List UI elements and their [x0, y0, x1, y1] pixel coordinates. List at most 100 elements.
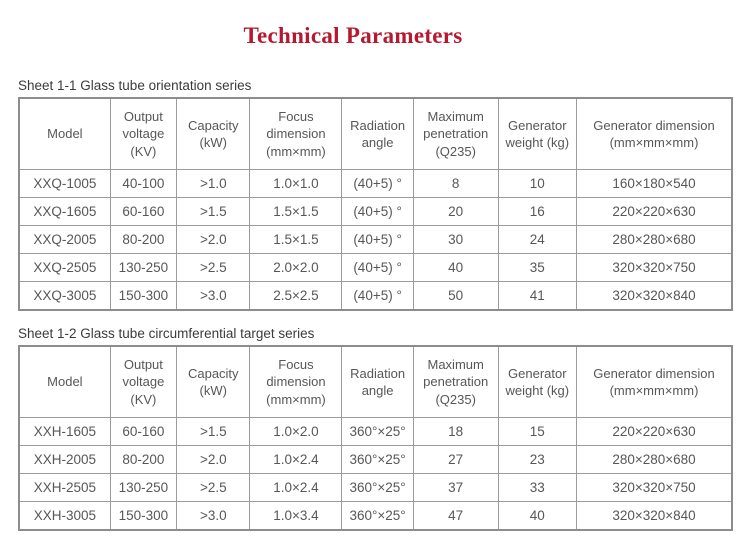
cell-output-voltage: 80-200	[109, 445, 178, 474]
cell-capacity: >2.0	[176, 225, 251, 254]
col-header-model: Model	[18, 345, 111, 418]
cell-radiation-angle: 360°×25°	[341, 417, 414, 446]
cell-focus-dimension: 2.0×2.0	[249, 253, 343, 282]
cell-output-voltage: 80-200	[109, 225, 178, 254]
cell-capacity: >2.0	[176, 445, 251, 474]
cell-max-penetration: 37	[412, 473, 499, 502]
table-row: XXH-2505 130-250 >2.5 1.0×2.4 360°×25° 3…	[18, 473, 733, 502]
cell-focus-dimension: 1.0×2.4	[249, 473, 343, 502]
sheet-1-2-caption: Sheet 1-2 Glass tube circumferential tar…	[18, 326, 315, 341]
cell-max-penetration: 8	[412, 169, 499, 198]
cell-generator-dimension: 220×220×630	[576, 417, 733, 446]
cell-output-voltage: 40-100	[109, 169, 178, 198]
cell-max-penetration: 18	[412, 417, 499, 446]
cell-generator-weight: 40	[497, 501, 578, 531]
cell-focus-dimension: 1.0×2.4	[249, 445, 343, 474]
cell-radiation-angle: (40+5) °	[341, 253, 414, 282]
cell-max-penetration: 30	[412, 225, 499, 254]
cell-model: XXH-2005	[18, 445, 111, 474]
col-header-generator-dimension: Generator dimension (mm×mm×mm)	[576, 345, 733, 418]
cell-capacity: >3.0	[176, 501, 251, 531]
cell-generator-dimension: 220×220×630	[576, 197, 733, 226]
cell-focus-dimension: 1.0×1.0	[249, 169, 343, 198]
cell-generator-weight: 23	[497, 445, 578, 474]
table-row: XXQ-2505 130-250 >2.5 2.0×2.0 (40+5) ° 4…	[18, 253, 733, 282]
cell-model: XXQ-2505	[18, 253, 111, 282]
glass-tube-orientation-series-table: Model Output voltage (KV) Capacity (kW) …	[18, 97, 733, 311]
cell-radiation-angle: (40+5) °	[341, 225, 414, 254]
table-row: XXQ-1605 60-160 >1.5 1.5×1.5 (40+5) ° 20…	[18, 197, 733, 226]
table-header-row: Model Output voltage (KV) Capacity (kW) …	[18, 345, 733, 418]
cell-radiation-angle: 360°×25°	[341, 473, 414, 502]
col-header-output-voltage: Output voltage (KV)	[109, 345, 178, 418]
table-row: XXQ-2005 80-200 >2.0 1.5×1.5 (40+5) ° 30…	[18, 225, 733, 254]
cell-radiation-angle: 360°×25°	[341, 501, 414, 531]
cell-capacity: >1.5	[176, 417, 251, 446]
cell-generator-dimension: 280×280×680	[576, 445, 733, 474]
cell-max-penetration: 47	[412, 501, 499, 531]
cell-output-voltage: 130-250	[109, 473, 178, 502]
table-row: XXQ-3005 150-300 >3.0 2.5×2.5 (40+5) ° 5…	[18, 281, 733, 311]
cell-generator-dimension: 320×320×750	[576, 253, 733, 282]
cell-generator-weight: 24	[497, 225, 578, 254]
cell-capacity: >2.5	[176, 473, 251, 502]
cell-focus-dimension: 1.5×1.5	[249, 197, 343, 226]
cell-generator-weight: 10	[497, 169, 578, 198]
col-header-model: Model	[18, 97, 111, 170]
cell-radiation-angle: 360°×25°	[341, 445, 414, 474]
col-header-generator-dimension: Generator dimension (mm×mm×mm)	[576, 97, 733, 170]
cell-generator-dimension: 320×320×750	[576, 473, 733, 502]
cell-focus-dimension: 1.0×3.4	[249, 501, 343, 531]
cell-model: XXQ-1605	[18, 197, 111, 226]
cell-capacity: >1.5	[176, 197, 251, 226]
cell-model: XXQ-3005	[18, 281, 111, 311]
col-header-max-penetration: Maximum penetration (Q235)	[412, 97, 499, 170]
cell-focus-dimension: 2.5×2.5	[249, 281, 343, 311]
table-row: XXH-2005 80-200 >2.0 1.0×2.4 360°×25° 27…	[18, 445, 733, 474]
cell-generator-weight: 15	[497, 417, 578, 446]
cell-output-voltage: 150-300	[109, 281, 178, 311]
cell-model: XXH-3005	[18, 501, 111, 531]
table-header-row: Model Output voltage (KV) Capacity (kW) …	[18, 97, 733, 170]
sheet-1-1-caption: Sheet 1-1 Glass tube orientation series	[18, 78, 252, 93]
col-header-generator-weight: Generator weight (kg)	[497, 345, 578, 418]
cell-output-voltage: 60-160	[109, 417, 178, 446]
cell-capacity: >1.0	[176, 169, 251, 198]
cell-generator-dimension: 280×280×680	[576, 225, 733, 254]
cell-output-voltage: 130-250	[109, 253, 178, 282]
cell-generator-weight: 41	[497, 281, 578, 311]
cell-max-penetration: 20	[412, 197, 499, 226]
cell-model: XXH-2505	[18, 473, 111, 502]
col-header-generator-weight: Generator weight (kg)	[497, 97, 578, 170]
col-header-capacity: Capacity (kW)	[176, 345, 251, 418]
cell-radiation-angle: (40+5) °	[341, 281, 414, 311]
cell-output-voltage: 150-300	[109, 501, 178, 531]
table-row: XXH-1605 60-160 >1.5 1.0×2.0 360°×25° 18…	[18, 417, 733, 446]
col-header-focus-dimension: Focus dimension (mm×mm)	[249, 97, 343, 170]
glass-tube-circumferential-target-series-table: Model Output voltage (KV) Capacity (kW) …	[18, 345, 733, 531]
cell-radiation-angle: (40+5) °	[341, 197, 414, 226]
cell-capacity: >2.5	[176, 253, 251, 282]
cell-focus-dimension: 1.5×1.5	[249, 225, 343, 254]
page-title: Technical Parameters	[243, 23, 463, 48]
cell-max-penetration: 50	[412, 281, 499, 311]
cell-capacity: >3.0	[176, 281, 251, 311]
cell-generator-dimension: 320×320×840	[576, 281, 733, 311]
cell-focus-dimension: 1.0×2.0	[249, 417, 343, 446]
table-row: XXQ-1005 40-100 >1.0 1.0×1.0 (40+5) ° 8 …	[18, 169, 733, 198]
cell-model: XXQ-2005	[18, 225, 111, 254]
cell-output-voltage: 60-160	[109, 197, 178, 226]
col-header-radiation-angle: Radiation angle	[341, 97, 414, 170]
cell-generator-dimension: 160×180×540	[576, 169, 733, 198]
cell-generator-weight: 16	[497, 197, 578, 226]
cell-max-penetration: 27	[412, 445, 499, 474]
cell-generator-dimension: 320×320×840	[576, 501, 733, 531]
col-header-radiation-angle: Radiation angle	[341, 345, 414, 418]
cell-model: XXQ-1005	[18, 169, 111, 198]
cell-generator-weight: 35	[497, 253, 578, 282]
col-header-focus-dimension: Focus dimension (mm×mm)	[249, 345, 343, 418]
cell-max-penetration: 40	[412, 253, 499, 282]
col-header-capacity: Capacity (kW)	[176, 97, 251, 170]
cell-radiation-angle: (40+5) °	[341, 169, 414, 198]
